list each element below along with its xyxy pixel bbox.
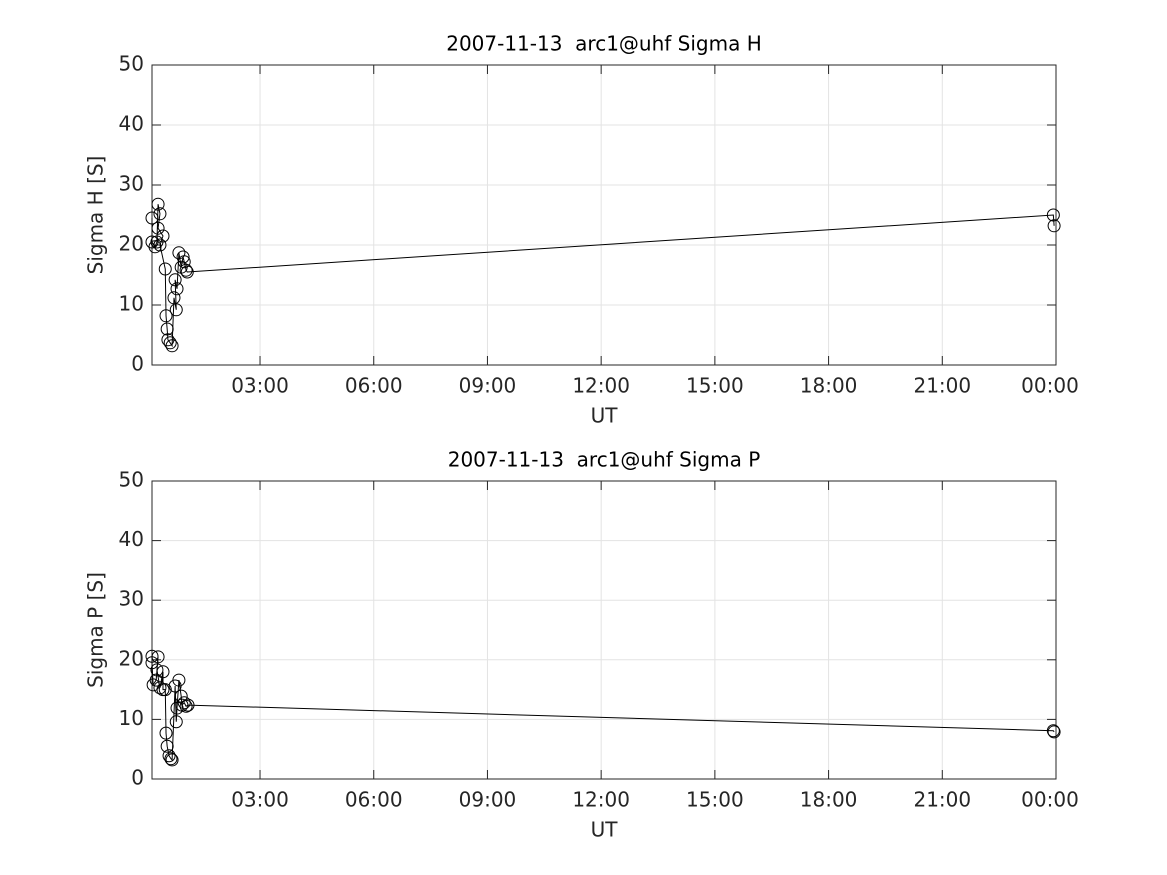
y-tick-label: 40 xyxy=(119,527,144,551)
data-marker xyxy=(1047,219,1061,233)
data-marker xyxy=(179,263,193,277)
data-marker xyxy=(160,739,174,753)
data-marker xyxy=(153,207,167,221)
data-marker xyxy=(1046,208,1060,222)
x-tick-label: 12:00 xyxy=(572,374,630,398)
y-tick-label: 20 xyxy=(119,232,144,256)
y-tick-label: 50 xyxy=(119,468,144,492)
data-marker xyxy=(153,238,167,252)
data-marker xyxy=(169,303,183,317)
data-marker xyxy=(168,273,182,287)
subplot: 0 10 20 30 40 50 03:00 06:00 09:00 12:00 15:00 18:0… xyxy=(84,32,1079,428)
data-marker xyxy=(177,255,191,269)
data-marker xyxy=(179,699,193,713)
plot-area xyxy=(152,65,1056,365)
data-marker xyxy=(169,715,183,729)
y-axis-label: Sigma P [S] xyxy=(84,572,108,688)
y-tick-label: 0 xyxy=(131,766,144,790)
x-tick-label: 21:00 xyxy=(913,374,971,398)
x-tick-label: 15:00 xyxy=(686,374,744,398)
data-line xyxy=(151,204,1055,348)
x-tick-label: 03:00 xyxy=(231,374,289,398)
y-tick-label: 10 xyxy=(119,292,144,316)
data-marker xyxy=(159,726,173,740)
y-tick-label: 30 xyxy=(119,172,144,196)
data-marker xyxy=(165,339,179,353)
data-marker xyxy=(170,282,184,296)
x-tick-label: 18:00 xyxy=(800,788,858,812)
x-tick-label: 00:00 xyxy=(1021,788,1079,812)
data-marker xyxy=(151,650,165,664)
y-tick-label: 30 xyxy=(119,587,144,611)
y-tick-label: 0 xyxy=(131,352,144,376)
x-tick-label: 18:00 xyxy=(800,374,858,398)
data-marker xyxy=(151,197,165,211)
subplot: 0 10 20 30 40 50 03:00 06:00 09:00 12:00 15:00 18:0… xyxy=(84,448,1079,842)
data-marker xyxy=(181,698,195,712)
data-marker xyxy=(159,309,173,323)
y-tick-label: 40 xyxy=(119,112,144,136)
data-marker xyxy=(162,749,176,763)
data-marker xyxy=(176,250,190,264)
chart-title: 2007-11-13 arc1@uhf Sigma H xyxy=(446,32,762,56)
data-marker xyxy=(164,752,178,766)
data-marker xyxy=(163,336,177,350)
data-marker xyxy=(151,221,165,235)
y-tick-label: 50 xyxy=(119,52,144,76)
data-marker xyxy=(149,673,163,687)
data-marker xyxy=(153,681,167,695)
y-tick-label: 20 xyxy=(119,646,144,670)
data-marker xyxy=(150,663,164,677)
axes-box xyxy=(151,64,1057,366)
data-marker xyxy=(165,753,179,767)
x-axis-label: UT xyxy=(591,818,619,842)
x-tick-label: 00:00 xyxy=(1021,374,1079,398)
x-tick-label: 03:00 xyxy=(231,788,289,812)
data-marker xyxy=(1047,725,1061,739)
x-tick-label: 09:00 xyxy=(459,374,517,398)
data-marker xyxy=(160,322,174,336)
data-marker xyxy=(158,683,172,697)
data-line xyxy=(151,656,1055,762)
x-tick-label: 06:00 xyxy=(345,788,403,812)
chart-title: 2007-11-13 arc1@uhf Sigma P xyxy=(448,448,761,472)
data-marker xyxy=(156,229,170,243)
data-marker xyxy=(172,673,186,687)
data-marker xyxy=(158,262,172,276)
x-tick-label: 09:00 xyxy=(459,788,517,812)
x-tick-label: 06:00 xyxy=(345,374,403,398)
y-tick-label: 10 xyxy=(119,706,144,730)
data-marker xyxy=(145,211,159,225)
data-marker xyxy=(156,665,170,679)
data-marker xyxy=(180,265,194,279)
axes-box xyxy=(151,480,1057,780)
y-axis-label: Sigma H [S] xyxy=(84,156,108,275)
plot-area xyxy=(152,481,1056,779)
x-tick-label: 12:00 xyxy=(572,788,630,812)
data-marker xyxy=(177,696,191,710)
data-marker xyxy=(145,649,159,663)
x-tick-label: 15:00 xyxy=(686,788,744,812)
data-marker xyxy=(1046,724,1060,738)
x-axis-label: UT xyxy=(591,404,619,428)
x-tick-label: 21:00 xyxy=(913,788,971,812)
